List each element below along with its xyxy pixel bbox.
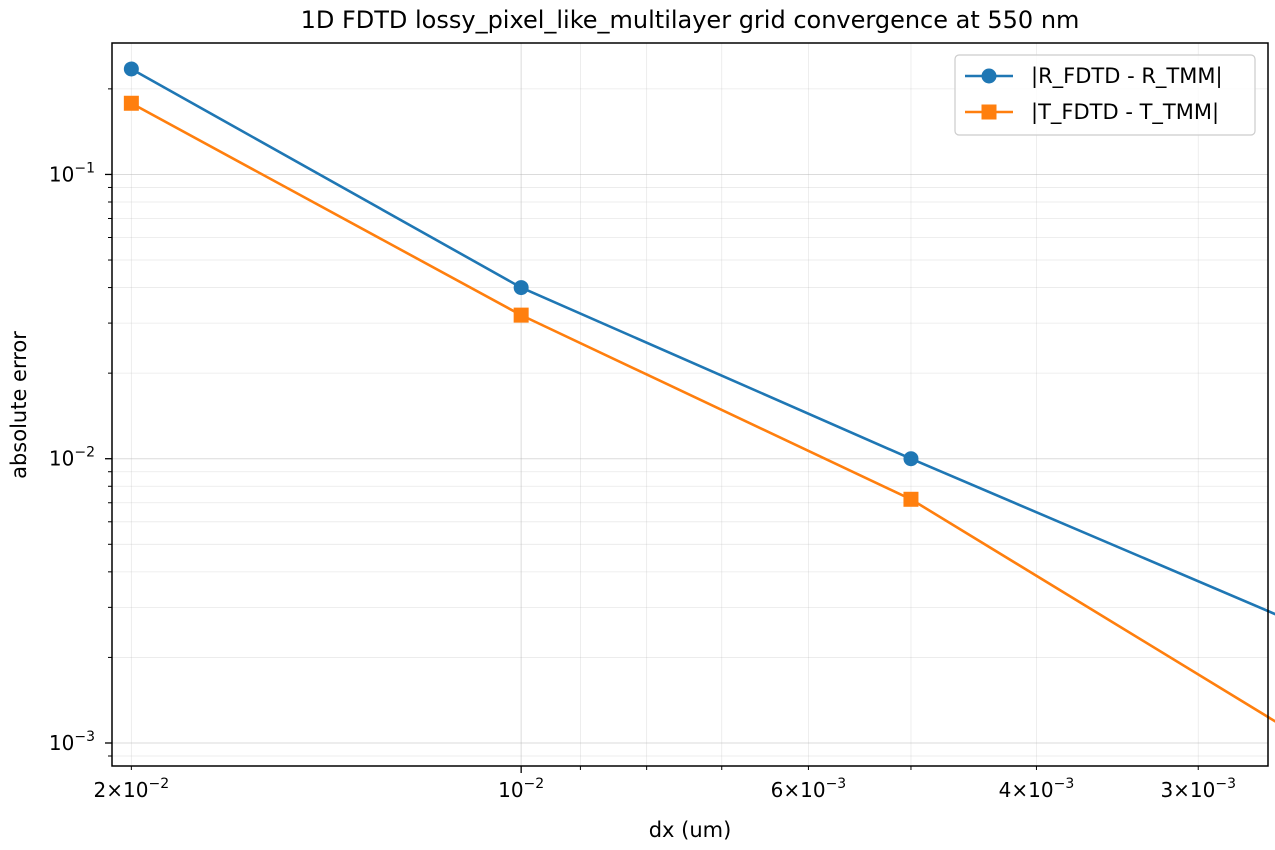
legend-marker-1 — [981, 68, 997, 84]
legend-label-1: |R_FDTD - R_TMM| — [1031, 64, 1223, 89]
series-1-point — [123, 61, 139, 77]
legend-marker-2 — [981, 104, 997, 120]
series-2-point — [513, 307, 529, 323]
series-layer — [123, 61, 1275, 723]
x-tick-label: 10−2 — [498, 776, 544, 802]
series-1-point — [513, 280, 529, 296]
series-2-line — [130, 102, 1275, 723]
legend-box — [954, 54, 1256, 136]
y-axis-title: absolute error — [7, 331, 31, 479]
legend-label-2: |T_FDTD - T_TMM| — [1031, 100, 1219, 125]
series-2-point — [903, 491, 919, 507]
series-2-point — [123, 95, 139, 111]
ticks: 2×10−2 10−2 6×10−3 4×10−3 3×10−3 10−1 10−2 10−3 — [49, 88, 1236, 802]
x-tick-label: 3×10−3 — [1160, 776, 1236, 802]
series-1-point — [903, 451, 919, 467]
y-tick-label: 10−3 — [49, 729, 95, 755]
y-tick-label: 10−1 — [49, 160, 95, 186]
x-tick-label: 2×10−2 — [94, 776, 170, 802]
legend: |R_FDTD - R_TMM| |T_FDTD - T_TMM| — [954, 54, 1256, 136]
plot-frame — [111, 42, 1269, 767]
y-tick-label: 10−2 — [49, 445, 95, 471]
x-tick-label: 6×10−3 — [771, 776, 847, 802]
series-1-line — [130, 67, 1275, 616]
x-tick-label: 4×10−3 — [999, 776, 1075, 802]
grid — [112, 43, 1268, 766]
chart-title: 1D FDTD lossy_pixel_like_multilayer grid… — [301, 6, 1080, 34]
x-axis-title: dx (um) — [649, 818, 732, 842]
